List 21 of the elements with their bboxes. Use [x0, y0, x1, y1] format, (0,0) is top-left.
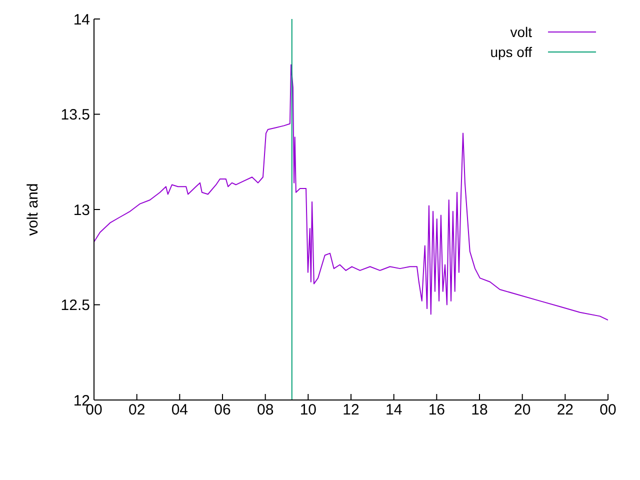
x-tick-label: 18	[471, 402, 488, 419]
x-tick-label: 08	[256, 402, 274, 419]
y-tick-label: 13	[73, 202, 90, 219]
line-series	[94, 64, 608, 320]
x-tick-label: 20	[514, 402, 531, 419]
x-tick-label: 22	[556, 402, 574, 419]
x-tick-label: 00	[600, 402, 616, 419]
x-tick-label: 04	[171, 402, 188, 419]
y-axis-title: volt and	[24, 183, 42, 236]
x-tick-label: 16	[428, 402, 446, 419]
x-tick-label: 02	[128, 402, 146, 419]
y-tick-label: 13.5	[60, 106, 90, 124]
x-tick-label: 12	[342, 402, 360, 419]
y-tick-label: 12.5	[60, 297, 90, 314]
y-tick-label: 14	[73, 11, 90, 28]
legend-label: ups off	[490, 44, 532, 60]
x-tick-label: 14	[385, 402, 402, 419]
x-tick-label: 10	[300, 402, 317, 419]
x-tick-label: 00	[86, 402, 102, 419]
x-tick-label: 06	[214, 402, 231, 419]
legend-label: volt	[510, 24, 532, 40]
